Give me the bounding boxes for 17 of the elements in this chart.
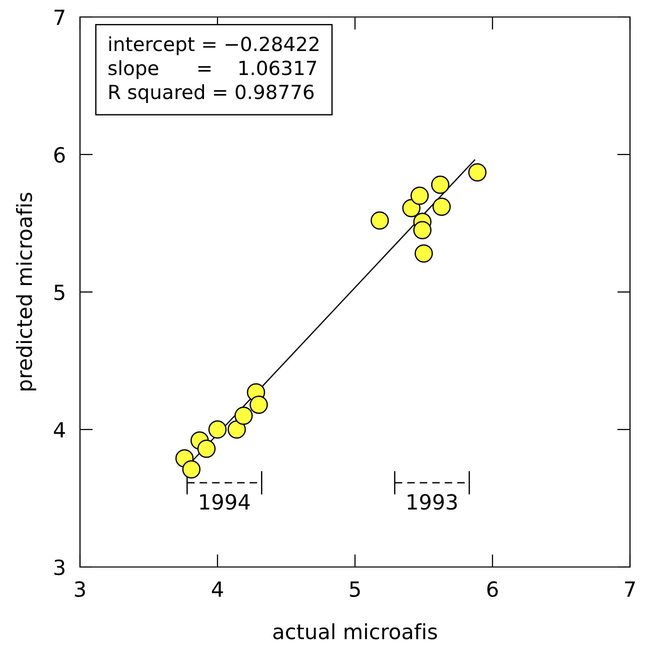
x-tick-label: 5 xyxy=(350,582,360,598)
y-axis-title: predicted microafis xyxy=(16,192,36,390)
y-tick-label: 7 xyxy=(54,10,64,25)
annotation: slope = 1.06317 xyxy=(108,60,316,80)
x-tick-label: 7 xyxy=(625,582,635,597)
y-tick-label: 5 xyxy=(54,284,64,300)
annotation: 1994 xyxy=(200,494,250,510)
x-tick-label: 6 xyxy=(487,581,498,598)
y-tick-label: 4 xyxy=(54,422,65,438)
annotation: 1993 xyxy=(408,494,457,510)
y-tick-label: 6 xyxy=(54,146,65,163)
x-tick-label: 3 xyxy=(74,581,85,598)
x-axis-title: actual microafis xyxy=(273,623,437,640)
annotation: R squared = 0.98776 xyxy=(109,84,314,104)
annotation: intercept = −0.28422 xyxy=(109,36,318,56)
y-tick-label: 3 xyxy=(54,559,64,576)
x-tick-label: 4 xyxy=(212,582,223,597)
